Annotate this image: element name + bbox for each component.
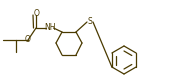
Text: NH: NH [44,23,56,33]
Text: O: O [34,9,40,17]
Text: S: S [88,17,92,27]
Text: O: O [25,35,31,45]
